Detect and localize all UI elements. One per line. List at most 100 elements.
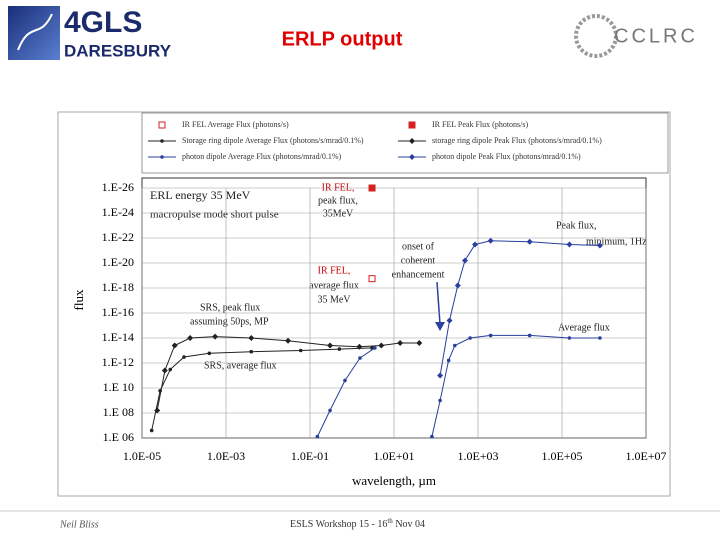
marker	[161, 367, 168, 374]
annotation: ERL energy 35 MeV	[150, 188, 251, 202]
marker	[327, 342, 334, 349]
annotation: assuming 50ps, MP	[190, 316, 269, 327]
annotation: Average flux	[558, 322, 610, 333]
x-axis-label: wavelength, µm	[352, 473, 436, 488]
legend-label: IR FEL Peak Flux (photons/s)	[432, 120, 528, 129]
annotation: 35 MeV	[317, 294, 351, 305]
marker	[378, 342, 385, 349]
marker	[409, 154, 415, 160]
y-tick-label: 1.E-26	[102, 180, 134, 194]
footer-event-part: ESLS Workshop 15 - 16	[290, 519, 387, 530]
y-tick-label: 1.E-18	[102, 280, 134, 294]
marker	[430, 434, 434, 439]
annotation: peak flux,	[318, 195, 358, 206]
marker	[373, 346, 377, 350]
annotation: 35MeV	[323, 208, 354, 219]
marker	[437, 372, 444, 379]
marker	[452, 343, 457, 348]
marker	[160, 155, 164, 159]
marker	[182, 355, 186, 359]
annotation: coherent	[401, 255, 436, 266]
marker	[343, 378, 347, 383]
logo-right: CCLRC	[614, 25, 698, 47]
annotation: Peak flux,	[556, 220, 597, 231]
marker	[416, 339, 423, 346]
marker	[285, 337, 292, 344]
annotation: minimum, 1Hz	[586, 236, 647, 247]
y-tick-label: 1.E-20	[102, 255, 134, 269]
annotation: IR FEL,	[318, 265, 351, 276]
marker	[154, 407, 161, 414]
marker	[526, 238, 533, 245]
marker	[187, 335, 194, 341]
marker	[168, 367, 173, 372]
x-tick-label: 1.0E-01	[291, 449, 329, 463]
y-tick-label: 1.E-16	[102, 305, 134, 319]
marker	[472, 241, 479, 248]
annotation: average flux	[309, 280, 359, 291]
legend-label: Storage ring dipole Average Flux (photon…	[182, 136, 364, 145]
marker	[446, 358, 451, 363]
marker	[160, 139, 164, 143]
legend-label: IR FEL Average Flux (photons/s)	[182, 120, 289, 129]
annotation: onset of	[402, 241, 435, 252]
y-tick-label: 1.E-24	[102, 205, 134, 219]
footer-author: Neil Bliss	[59, 519, 99, 530]
marker	[461, 257, 468, 264]
y-tick-label: 1.E-14	[102, 330, 134, 344]
marker	[527, 333, 532, 338]
marker	[397, 339, 404, 346]
x-tick-label: 1.0E+05	[541, 449, 582, 463]
annotation: SRS, peak flux	[200, 302, 260, 313]
marker	[358, 356, 362, 360]
marker	[438, 398, 442, 403]
legend-label: photon dipole Average Flux (photons/mrad…	[182, 152, 341, 161]
marker	[368, 184, 376, 192]
x-tick-label: 1.0E+01	[373, 449, 414, 463]
marker	[337, 347, 342, 351]
footer-event: ESLS Workshop 15 - 16th Nov 04	[290, 517, 425, 531]
marker	[409, 138, 415, 144]
logo-swirl	[17, 13, 53, 51]
x-tick-label: 1.0E+03	[457, 449, 498, 463]
annotation: SRS, average flux	[204, 360, 277, 371]
marker	[487, 237, 494, 244]
marker	[249, 349, 254, 354]
marker	[468, 336, 472, 340]
x-tick-label: 1.0E+07	[625, 449, 666, 463]
marker	[212, 333, 219, 340]
x-tick-label: 1.0E-05	[123, 449, 161, 463]
legend-label: storage ring dipole Peak Flux (photons/s…	[432, 136, 602, 145]
marker	[207, 351, 212, 356]
marker	[298, 348, 303, 353]
x-tick-label: 1.0E-03	[207, 449, 245, 463]
marker	[488, 333, 493, 338]
annotation: macropulse mode short pulse	[150, 209, 279, 221]
marker	[171, 342, 178, 349]
y-tick-label: 1.E 06	[103, 430, 134, 444]
marker	[248, 335, 255, 341]
marker	[567, 336, 572, 340]
cclrc-swirl	[574, 14, 618, 58]
marker	[356, 343, 363, 350]
marker	[598, 336, 602, 340]
y-tick-label: 1.E-22	[102, 230, 134, 244]
footer-event-part: Nov 04	[393, 519, 425, 530]
y-tick-label: 1.E 10	[103, 380, 134, 394]
marker	[566, 241, 573, 248]
marker	[328, 408, 332, 413]
marker	[408, 121, 416, 129]
annotation-arrow	[436, 281, 441, 325]
logo-main: 4GLS	[64, 6, 142, 39]
marker	[454, 282, 461, 289]
marker	[149, 428, 154, 433]
arrow-head	[435, 322, 445, 331]
marker	[315, 434, 320, 439]
series-line	[156, 336, 420, 411]
logo-sub: DARESBURY	[64, 41, 172, 60]
y-tick-label: 1.E-12	[102, 355, 134, 369]
chart-frame	[57, 111, 671, 497]
legend-box	[141, 112, 669, 174]
